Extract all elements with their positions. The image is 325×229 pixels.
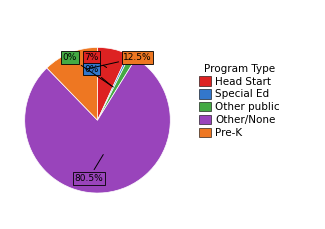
- Title: Percent of 3-Year-Olds Enrolled in Public ECE: Percent of 3-Year-Olds Enrolled in Publi…: [0, 0, 208, 2]
- Wedge shape: [98, 47, 128, 120]
- Text: 80.5%: 80.5%: [74, 155, 103, 183]
- Wedge shape: [98, 54, 130, 120]
- Wedge shape: [98, 55, 136, 120]
- Legend: Head Start, Special Ed, Other public, Other/None, Pre-K: Head Start, Special Ed, Other public, Ot…: [197, 62, 282, 140]
- Text: 7%: 7%: [84, 53, 107, 68]
- Text: 0%: 0%: [63, 53, 113, 87]
- Wedge shape: [25, 58, 170, 193]
- Text: 12.5%: 12.5%: [86, 53, 152, 69]
- Text: 0%: 0%: [84, 65, 111, 86]
- Wedge shape: [47, 47, 98, 120]
